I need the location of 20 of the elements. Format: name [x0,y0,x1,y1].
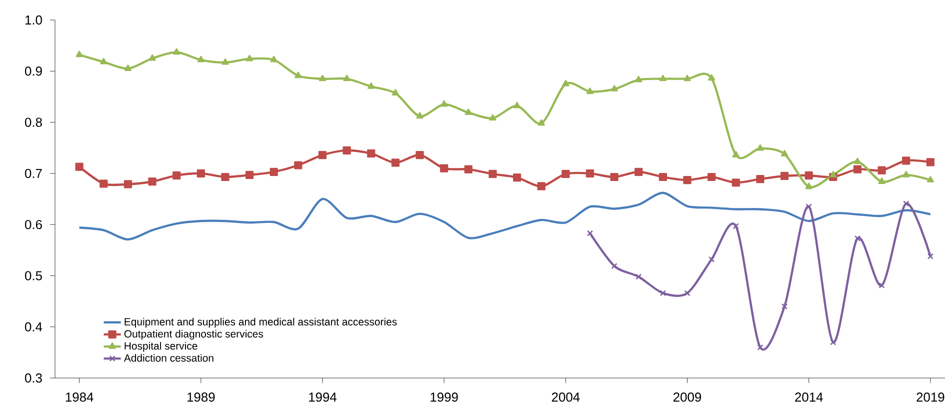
x-tick-label: 2009 [674,392,702,402]
legend-label: Addiction cessation [124,354,214,362]
y-tick-label: 0.6 [24,220,42,230]
x-tick-label: 1984 [66,392,94,402]
legend-label: Equipment and supplies and medical assistant accessories [124,318,397,328]
y-tick-label: 0.7 [24,168,42,178]
x-tick-label: 2004 [552,392,580,402]
x-tick-label: 1999 [430,392,458,402]
x-tick-label: 1989 [187,392,215,402]
y-tick-label: 0.9 [24,66,42,76]
legend-label: Hospital service [124,342,198,352]
y-tick-label: 0.4 [24,322,42,332]
legend-label: Outpatient diagnostic services [124,330,264,340]
x-tick-label: 1994 [309,392,337,402]
y-tick-label: 0.8 [24,118,42,127]
y-tick-label: 1.0 [25,15,42,25]
x-tick-label: 2019 [916,392,944,402]
x-tick-label: 2014 [795,392,823,402]
y-tick-label: 0.5 [24,271,42,280]
y-tick-label: 0.3 [24,373,42,383]
